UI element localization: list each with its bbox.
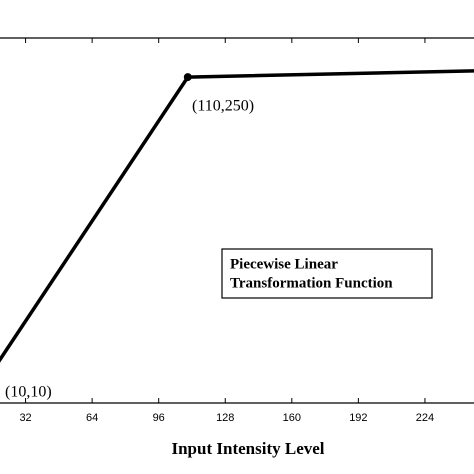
x-tick-label: 32 xyxy=(19,412,31,424)
point-marker xyxy=(183,73,192,82)
legend-text: Transformation Function xyxy=(230,275,393,291)
annotation: (10,10) xyxy=(5,384,52,401)
x-tick-label: 96 xyxy=(153,412,165,424)
x-tick-label: 160 xyxy=(283,412,301,424)
legend-box xyxy=(221,248,433,299)
x-tick-label: 192 xyxy=(349,412,367,424)
x-tick-label: 128 xyxy=(216,412,234,424)
x-tick-label: 224 xyxy=(416,412,434,424)
annotation: (110,250) xyxy=(192,98,254,115)
legend-text: Piecewise Linear xyxy=(230,256,338,272)
x-tick-label: 64 xyxy=(86,412,98,424)
x-axis-label: Input Intensity Level xyxy=(171,439,324,458)
